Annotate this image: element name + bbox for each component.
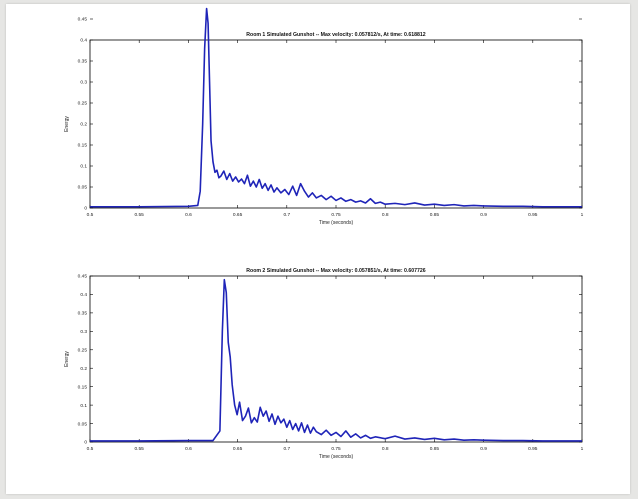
energy-series-line — [90, 7, 582, 208]
y-tick-label: 0.15 — [78, 384, 88, 390]
y-tick-label: 0.4 — [80, 38, 87, 44]
y-tick-label: 0.4 — [80, 292, 87, 298]
x-axis-label: Time (seconds) — [319, 220, 354, 226]
x-tick-label: 0.9 — [480, 446, 487, 452]
y-tick-label: 0.05 — [78, 185, 88, 191]
y-tick-label: 0.25 — [78, 101, 88, 107]
y-tick-label: 0.45 — [78, 274, 88, 280]
y-tick-label: 0.45 — [78, 17, 88, 23]
y-tick-label: 0 — [84, 440, 87, 446]
x-tick-label: 0.7 — [283, 212, 290, 218]
x-tick-label: 0.9 — [480, 212, 487, 218]
y-tick-label: 0.25 — [78, 347, 88, 353]
y-tick-label: 0.3 — [80, 80, 87, 86]
y-tick-label: 0 — [84, 206, 87, 212]
x-tick-label: 0.95 — [528, 446, 538, 452]
y-tick-label: 0.35 — [78, 311, 88, 317]
y-tick-label: 0.1 — [80, 403, 87, 409]
axis-frame — [89, 39, 583, 209]
energy-series-line — [90, 278, 582, 442]
y-tick-label: 0.2 — [80, 122, 87, 128]
x-tick-label: 0.6 — [185, 446, 192, 452]
y-tick-label: 0.5 — [80, 0, 87, 2]
x-tick-label: 0.85 — [430, 212, 440, 218]
plot-title: Room 1 Simulated Gunshot -- Max velocity… — [246, 32, 426, 38]
x-tick-label: 0.8 — [382, 446, 389, 452]
x-tick-label: 0.85 — [430, 446, 440, 452]
y-tick-label: 0.05 — [78, 421, 88, 427]
y-tick-label: 0.2 — [80, 366, 87, 372]
x-tick-label: 0.7 — [283, 446, 290, 452]
x-tick-label: 0.65 — [233, 212, 243, 218]
plot-room-2: Room 2 Simulated Gunshot -- Max velocity… — [64, 268, 584, 460]
figure-page — [6, 4, 630, 494]
x-tick-label: 0.5 — [87, 446, 94, 452]
x-tick-label: 0.8 — [382, 212, 389, 218]
x-axis-label: Time (seconds) — [319, 454, 354, 460]
x-tick-label: 1 — [581, 446, 584, 452]
x-tick-label: 0.75 — [331, 446, 341, 452]
x-tick-label: 0.75 — [331, 212, 341, 218]
axis-frame — [89, 275, 583, 443]
x-tick-label: 1 — [581, 212, 584, 218]
x-tick-label: 0.55 — [135, 212, 145, 218]
y-axis-label: Energy — [64, 116, 70, 132]
x-tick-label: 0.65 — [233, 446, 243, 452]
x-tick-label: 0.55 — [135, 446, 145, 452]
x-tick-label: 0.5 — [87, 212, 94, 218]
y-axis-label: Energy — [64, 351, 70, 367]
y-tick-label: 0.3 — [80, 329, 87, 335]
x-tick-label: 0.95 — [528, 212, 538, 218]
plot-room-1: Room 1 Simulated Gunshot -- Max velocity… — [64, 0, 584, 226]
y-tick-label: 0.1 — [80, 164, 87, 170]
plot-title: Room 2 Simulated Gunshot -- Max velocity… — [246, 268, 426, 274]
y-tick-label: 0.35 — [78, 59, 88, 65]
x-tick-label: 0.6 — [185, 212, 192, 218]
y-tick-label: 0.15 — [78, 143, 88, 149]
